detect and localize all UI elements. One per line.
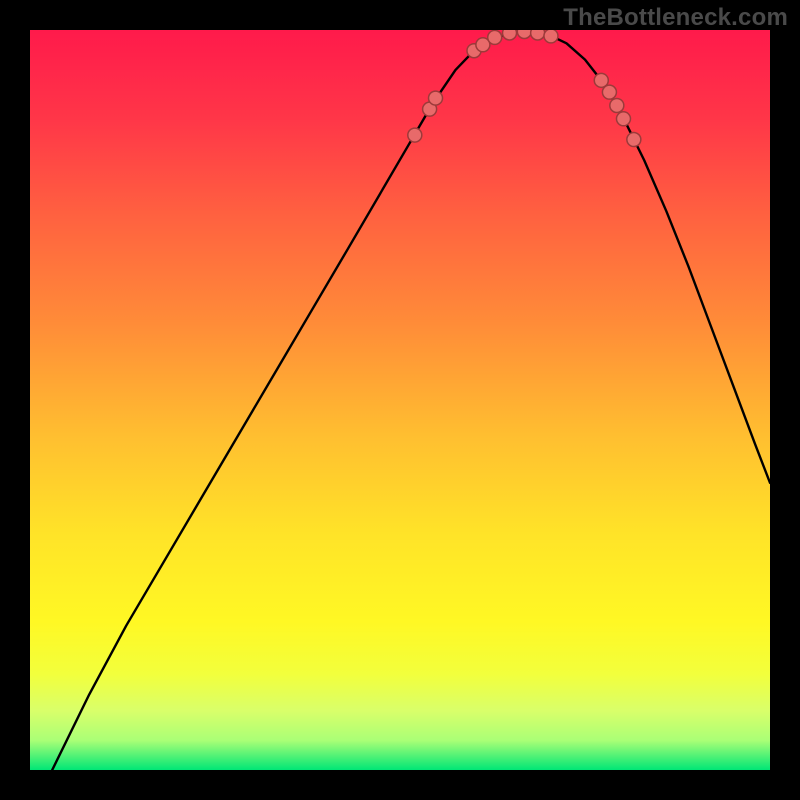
marker-dot xyxy=(544,30,558,43)
curve-overlay xyxy=(30,30,770,770)
marker-dot xyxy=(610,98,624,112)
marker-dot xyxy=(488,30,502,44)
marker-dot xyxy=(602,85,616,99)
bottleneck-curve xyxy=(52,31,770,770)
watermark-text: TheBottleneck.com xyxy=(563,4,788,32)
plot-area xyxy=(30,30,770,770)
marker-dot xyxy=(531,30,545,40)
marker-dot xyxy=(408,128,422,142)
chart-canvas: TheBottleneck.com xyxy=(0,0,800,800)
marker-dot xyxy=(429,91,443,105)
marker-dot xyxy=(627,133,641,147)
marker-dot xyxy=(503,30,517,40)
marker-dot xyxy=(616,112,630,126)
marker-dot xyxy=(517,30,531,38)
